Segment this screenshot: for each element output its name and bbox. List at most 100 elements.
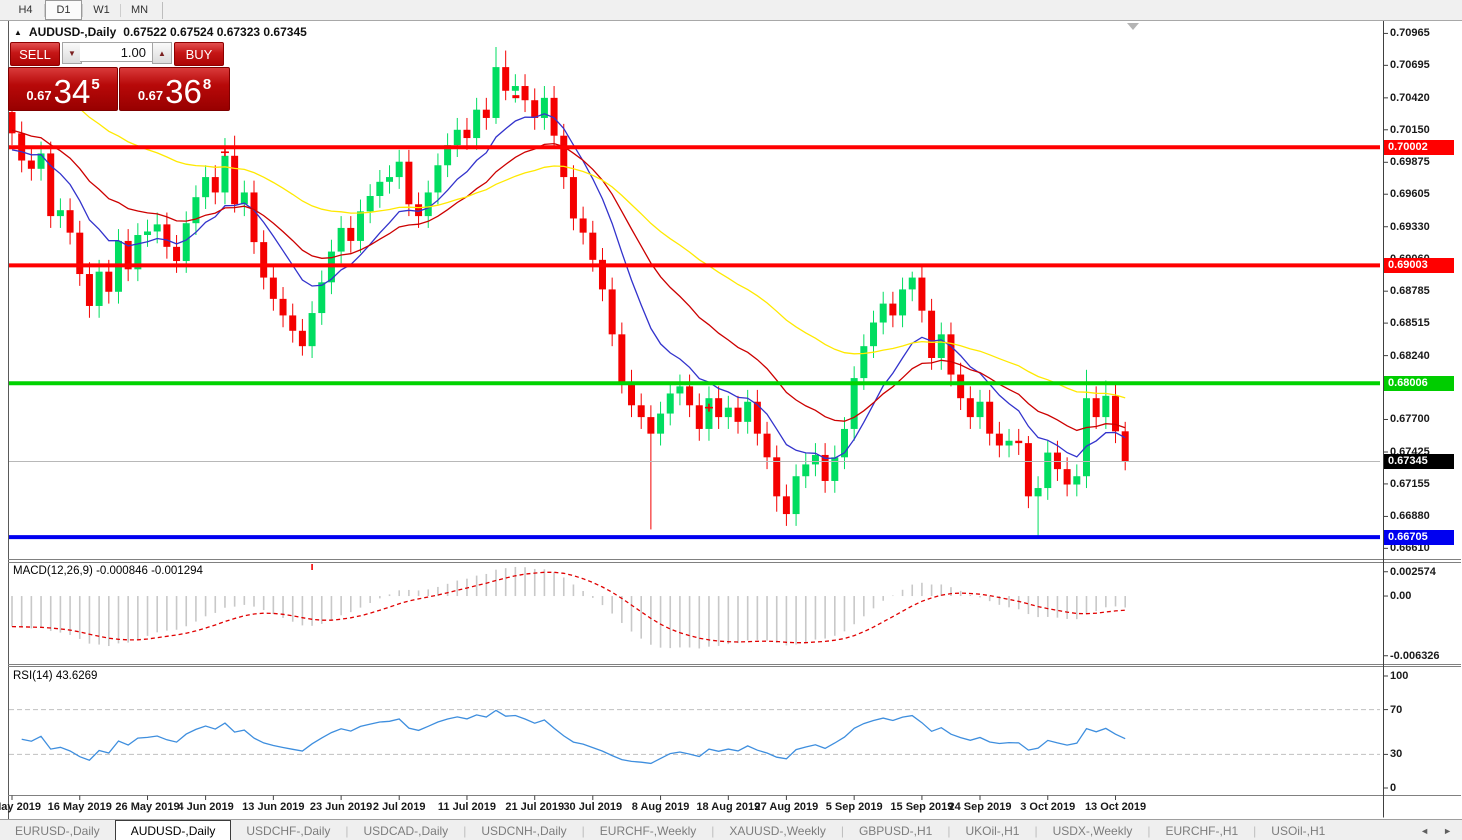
timeframe-button-w1[interactable]: W1	[93, 4, 110, 16]
candle-body	[182, 223, 190, 262]
tab-scroll-right-icon[interactable]: ►	[1443, 825, 1452, 836]
candle-body	[734, 407, 742, 422]
date-tick-label: 2 Jul 2019	[372, 801, 426, 813]
candle-body	[347, 227, 355, 241]
date-tick-label: 3 Oct 2019	[1020, 801, 1076, 813]
rsi-tick-label: 0	[1390, 782, 1397, 794]
date-tick-label: 27 Aug 2019	[754, 801, 819, 813]
chart-tab-xauusd-weekly[interactable]: XAUUSD-,Weekly	[729, 823, 826, 838]
toolbar-separator	[44, 3, 45, 17]
date-tick-label: 15 Sep 2019	[890, 801, 954, 813]
timeframe-button-d1[interactable]: D1	[45, 0, 82, 20]
price-tick-label: 0.66610	[1390, 542, 1430, 555]
candle-body	[56, 210, 64, 217]
tabs-holder: EURUSD-,Daily AUDUSD-,Daily USDCHF-,Daily |…	[0, 819, 1340, 840]
candle-body	[744, 401, 752, 422]
macd-name: MACD(12,26,9)	[13, 565, 93, 577]
chart-tab-gbpusd-h1[interactable]: GBPUSD-,H1	[858, 823, 933, 838]
buy-button[interactable]: BUY	[174, 42, 224, 66]
chart-tab-audusd-daily[interactable]: AUDUSD-,Daily	[114, 819, 232, 840]
candle-body	[695, 405, 703, 429]
chart-shift-marker-icon	[1127, 23, 1139, 30]
chart-tab-eurchf-h1[interactable]: EURCHF-,H1	[1165, 823, 1239, 838]
macd-label: MACD(12,26,9) -0.000846 -0.001294	[13, 565, 203, 577]
candle-body	[511, 86, 519, 91]
candle-body	[821, 454, 829, 481]
candle-body	[831, 457, 839, 481]
candle-body	[579, 218, 587, 233]
candle-body	[482, 109, 490, 118]
candle-body	[928, 310, 936, 358]
candle-body	[879, 303, 887, 323]
rsi-label: RSI(14) 43.6269	[13, 670, 97, 682]
price-tick-label: 0.69875	[1390, 156, 1430, 169]
tab-separator: |	[947, 823, 951, 838]
macd-values: -0.000846 -0.001294	[96, 565, 203, 577]
sell-price-prefix: 0.67	[26, 88, 52, 103]
volume-increment-button[interactable]: ▲	[152, 42, 172, 64]
candle-body	[124, 240, 132, 270]
chart-tab-usdchf-daily[interactable]: USDCHF-,Daily	[246, 823, 331, 838]
candle-body	[550, 97, 558, 136]
sell-price-tile[interactable]: 0.67 34 5	[8, 67, 118, 111]
tab-separator: |	[345, 823, 349, 838]
candle-body	[1005, 440, 1013, 446]
candle-body	[1024, 443, 1032, 497]
price-tick-label: 0.70695	[1390, 59, 1430, 72]
buy-price-prefix: 0.67	[137, 88, 164, 103]
chart-tab-usdcnh-daily[interactable]: USDCNH-,Daily	[481, 823, 567, 838]
chart-tab-usdcad-daily[interactable]: USDCAD-,Daily	[363, 823, 449, 838]
candles-layer	[9, 47, 1129, 538]
buy-price-tile[interactable]: 0.67 36 8	[119, 67, 230, 111]
sell-price-sup: 5	[91, 76, 100, 93]
candle-body	[986, 401, 994, 434]
candle-body	[231, 155, 239, 205]
collapse-triangle-icon[interactable]: ▲	[14, 27, 22, 37]
candle-body	[424, 192, 432, 217]
candle-body	[260, 242, 268, 278]
chart-tab-usdx-weekly[interactable]: USDX-,Weekly	[1052, 823, 1133, 838]
chart-tab-usoil-h1[interactable]: USOil-,H1	[1271, 823, 1326, 838]
chart-tab-ukoil-h1[interactable]: UKOil-,H1	[965, 823, 1020, 838]
chart-tab-eurchf-weekly[interactable]: EURCHF-,Weekly	[599, 823, 697, 838]
candle-body	[1121, 431, 1129, 462]
tab-scroll-left-icon[interactable]: ◄	[1420, 825, 1430, 836]
candle-body	[531, 100, 539, 118]
candle-body	[569, 177, 577, 219]
candle-body	[976, 401, 984, 418]
date-tick-label: 13 Oct 2019	[1084, 801, 1147, 813]
candle-body	[763, 433, 771, 458]
price-tick-label: 0.67155	[1390, 477, 1430, 490]
candle-body	[27, 160, 35, 169]
dash-marker	[512, 95, 520, 99]
candle-body	[144, 231, 152, 236]
timeframe-button-h4[interactable]: H4	[18, 4, 33, 16]
candle-body	[608, 289, 616, 335]
candle-body	[250, 192, 258, 243]
candle-body	[908, 277, 916, 290]
rsi-line	[21, 709, 1126, 765]
sell-button[interactable]: SELL	[10, 42, 60, 66]
toolbar-group-separator	[162, 1, 163, 19]
candle-body	[637, 405, 645, 418]
candle-body	[705, 398, 713, 429]
chart-tab-eurusd-daily[interactable]: EURUSD-,Daily	[15, 823, 100, 838]
candle-body	[1015, 440, 1023, 444]
price-tick-label: 0.67700	[1390, 413, 1430, 426]
price-tick-label: 0.70420	[1390, 91, 1430, 104]
rsi-name: RSI(14)	[13, 670, 53, 682]
timeframe-button-mn[interactable]: MN	[130, 4, 149, 16]
candle-body	[1044, 452, 1052, 489]
candle-body	[657, 413, 665, 434]
volume-input[interactable]	[80, 42, 152, 62]
volume-decrement-button[interactable]: ▼	[62, 42, 82, 64]
buy-price-big: 36	[165, 73, 202, 110]
price-tick-label: 0.69605	[1390, 188, 1430, 201]
candle-body	[47, 153, 55, 217]
candle-body	[782, 496, 790, 515]
moving-average-45	[11, 72, 1126, 399]
candle-body	[9, 112, 16, 134]
candle-body	[870, 322, 878, 347]
